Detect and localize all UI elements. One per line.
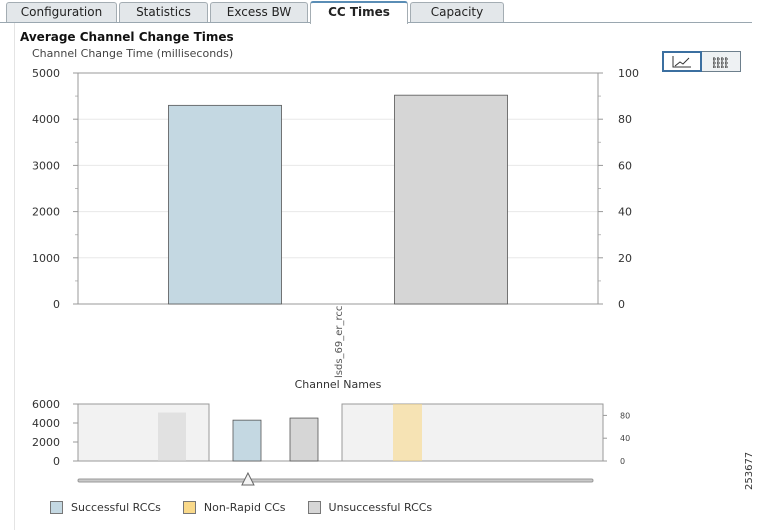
tab-statistics[interactable]: Statistics (119, 2, 208, 22)
main-gridlines (78, 72, 598, 259)
navigator-chart: 0 2000 4000 6000 0 40 80 (32, 398, 630, 486)
figure-id: 253677 (744, 451, 755, 490)
bar-unsuccessful-rccs[interactable] (394, 94, 508, 305)
bar-successful-rccs[interactable] (168, 104, 282, 305)
y2-tick-label: 60 (618, 159, 632, 172)
y2-tick-label: 100 (618, 67, 639, 80)
tab-excess-bw[interactable]: Excess BW (210, 2, 308, 22)
legend-label: Non-Rapid CCs (203, 501, 286, 514)
y-axis-ticks: 0 1000 2000 3000 4000 5000 (32, 67, 78, 311)
y2-axis-ticks: 0 20 40 60 80 100 (598, 67, 639, 311)
y2-tick-label: 80 (618, 113, 632, 126)
y2-tick-label: 20 (618, 252, 632, 265)
navigator-slider-handle[interactable] (241, 471, 255, 486)
nav-y-tick-label: 0 (53, 455, 60, 468)
nav-y-tick-label: 4000 (32, 417, 60, 430)
nav-y-tick-label: 2000 (32, 436, 60, 449)
navigator-bars (158, 404, 422, 462)
legend-swatch-unsuccessful (307, 501, 321, 514)
main-chart: 0 1000 2000 3000 4000 5000 0 20 40 60 80 100 lsds_… (32, 67, 639, 391)
y-tick-label: 0 (53, 298, 60, 311)
line-chart-view-button[interactable] (662, 51, 702, 72)
legend-label: Unsuccessful RCCs (328, 501, 433, 514)
y-tick-label: 1000 (32, 252, 60, 265)
view-toggle (662, 51, 741, 72)
table-view-icon (713, 56, 728, 68)
x-axis-title: Channel Names (295, 378, 382, 391)
legend-item-successful: Successful RCCs (50, 501, 161, 514)
legend-swatch-successful (50, 501, 63, 514)
tab-capacity[interactable]: Capacity (410, 2, 504, 22)
panel-title: Average Channel Change Times (20, 30, 234, 44)
table-view-button[interactable] (702, 51, 741, 72)
panel-left-border (14, 22, 15, 530)
chart-title: Channel Change Time (milliseconds) (32, 47, 234, 60)
navigator-y2-ticks: 0 40 80 (603, 411, 630, 466)
navigator-left-window (77, 403, 210, 462)
legend-swatch-non-rapid (182, 501, 196, 514)
legend-label: Successful RCCs (71, 501, 161, 514)
y-tick-label: 5000 (32, 67, 60, 80)
nav-y2-tick-label: 80 (620, 411, 630, 420)
nav-bar (232, 419, 262, 462)
main-bars (168, 94, 508, 305)
nav-bar (158, 412, 186, 461)
x-tick-label: lsds_69_er_rcc (334, 306, 345, 378)
y-tick-label: 4000 (32, 113, 60, 126)
navigator-slider-track[interactable] (77, 478, 594, 483)
legend: Successful RCCs Non-Rapid CCs Unsuccessf… (50, 501, 454, 514)
nav-y-tick-label: 6000 (32, 398, 60, 411)
y2-tick-label: 0 (618, 298, 625, 311)
y2-tick-label: 40 (618, 206, 632, 219)
navigator-right-window (341, 403, 604, 462)
line-chart-icon (672, 55, 691, 67)
plot-area (77, 72, 599, 305)
tab-bar: Configuration Statistics Excess BW CC Ti… (0, 0, 752, 24)
y-tick-label: 3000 (32, 159, 60, 172)
nav-y2-tick-label: 0 (620, 457, 625, 466)
legend-item-non-rapid: Non-Rapid CCs (182, 501, 286, 514)
nav-bar (393, 404, 422, 461)
legend-item-unsuccessful: Unsuccessful RCCs (307, 501, 433, 514)
navigator-y-ticks: 0 2000 4000 6000 (32, 398, 78, 468)
y-tick-label: 2000 (32, 206, 60, 219)
tab-configuration[interactable]: Configuration (6, 2, 117, 22)
tab-cc-times[interactable]: CC Times (310, 1, 408, 24)
nav-y2-tick-label: 40 (620, 434, 630, 443)
nav-bar (289, 417, 319, 462)
